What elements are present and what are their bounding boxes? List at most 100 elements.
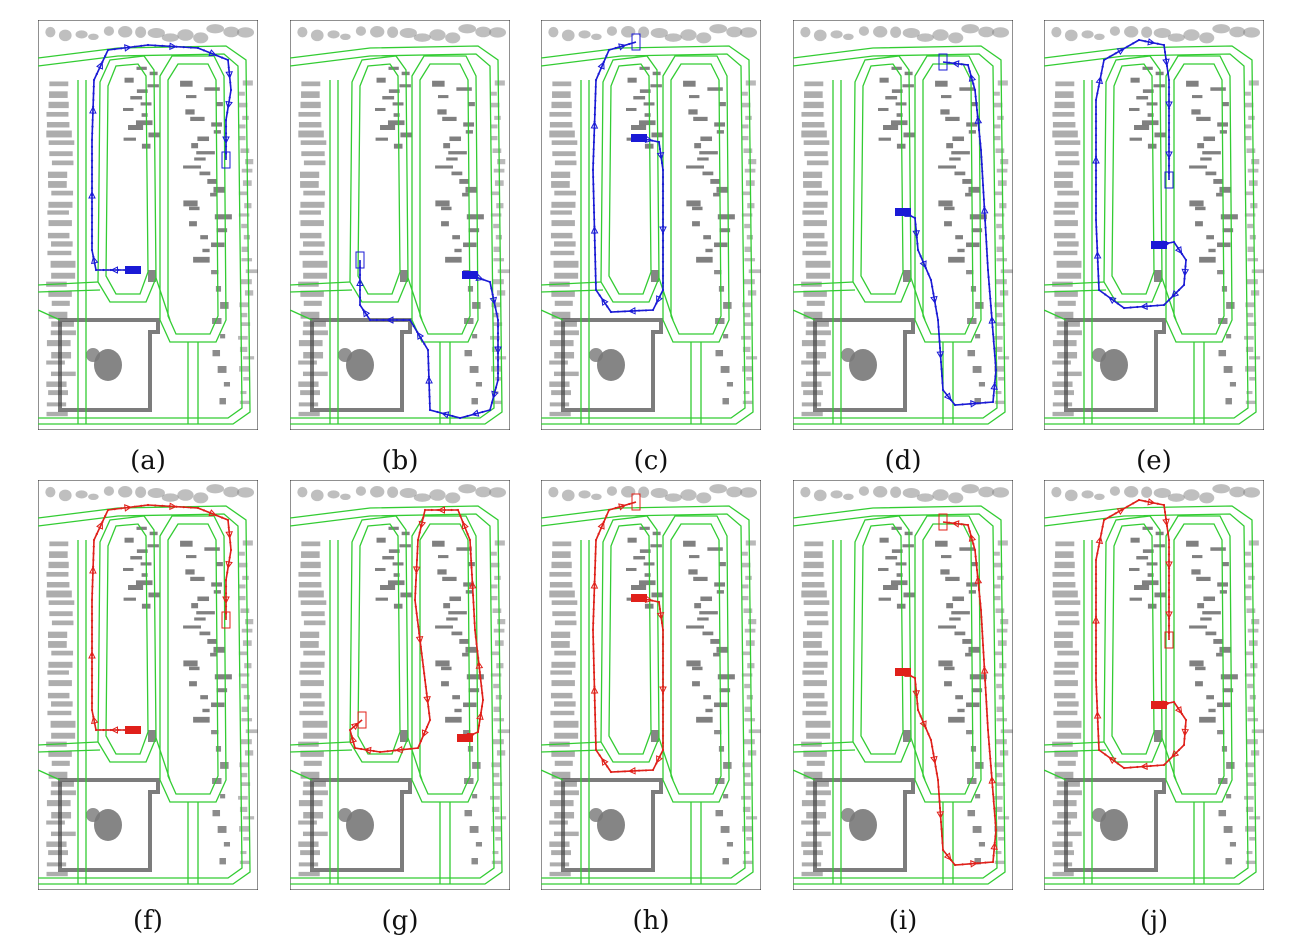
track-point [993, 814, 996, 817]
track-point [104, 514, 107, 518]
track-point [1094, 218, 1098, 222]
track-point [226, 58, 230, 62]
direction-arrow [618, 43, 627, 51]
map-buildings [800, 484, 1013, 877]
direction-arrow [1174, 245, 1183, 255]
track-point [598, 294, 601, 297]
track-point [227, 526, 230, 529]
track-point [979, 608, 983, 612]
track-point [989, 297, 992, 300]
direction-arrow [590, 580, 599, 589]
track-point [661, 628, 665, 632]
track-point [981, 170, 984, 173]
track-point [1167, 164, 1171, 167]
track-point [593, 566, 597, 569]
track-point [496, 318, 500, 322]
track-point [981, 637, 984, 640]
track-point [1184, 265, 1187, 268]
track-point [412, 324, 415, 328]
track-point [661, 699, 665, 702]
track-point [621, 44, 624, 48]
track-point [102, 728, 105, 732]
direction-arrow [627, 307, 636, 315]
direction-arrow [89, 565, 97, 574]
track-point [594, 552, 597, 555]
track-point [481, 410, 484, 414]
track-point [479, 677, 482, 681]
track-point [424, 685, 427, 688]
track-point [592, 175, 595, 179]
direction-arrow [970, 399, 979, 408]
track-point [994, 835, 997, 838]
track-point [984, 693, 988, 696]
track-point [986, 261, 989, 265]
track-point [991, 860, 995, 864]
panel-g [290, 480, 510, 890]
track-point [1162, 763, 1166, 767]
track-point [382, 318, 385, 322]
track-point [228, 73, 231, 77]
track-point [592, 190, 595, 193]
track-point [609, 310, 613, 314]
track-point [496, 332, 500, 335]
track-point [1122, 306, 1126, 310]
track-point [1094, 671, 1098, 675]
track-point [986, 728, 990, 732]
track-point [422, 516, 425, 519]
start-vehicle-marker [895, 668, 911, 676]
track-point [91, 585, 94, 588]
direction-arrow [601, 297, 609, 307]
track-point [436, 410, 439, 414]
track-point [1108, 55, 1111, 58]
track-point [189, 46, 192, 49]
track-point [982, 651, 985, 654]
track-point [372, 749, 375, 753]
track-point [92, 92, 95, 95]
direction-arrow [225, 71, 233, 80]
track-point [421, 658, 424, 662]
track-point [991, 786, 994, 789]
direction-arrow [980, 205, 989, 214]
track-point [120, 47, 123, 50]
track-point [450, 508, 453, 512]
track-point [426, 348, 430, 352]
track-point [1184, 725, 1187, 728]
track-point [989, 757, 992, 760]
track-point [936, 778, 940, 782]
track-point [637, 309, 641, 312]
track-point [644, 769, 648, 772]
track-point [980, 155, 983, 159]
track-point [594, 253, 597, 256]
track-point [593, 113, 596, 116]
track-point [661, 650, 665, 653]
road-network [541, 45, 754, 425]
track-point [593, 246, 597, 249]
track-point [1094, 169, 1098, 172]
track-point [986, 714, 989, 717]
start-vehicle-marker [631, 594, 647, 602]
track-point [979, 148, 983, 152]
track-point [420, 652, 423, 655]
direction-arrow [930, 295, 938, 305]
map-view [541, 480, 761, 890]
track-point [616, 310, 620, 313]
track-point [417, 625, 420, 628]
track-point [987, 276, 990, 279]
track-point [621, 504, 624, 508]
track-point [1167, 596, 1171, 599]
track-point [1097, 748, 1101, 752]
end-vehicle-marker [221, 611, 231, 629]
track-point [146, 43, 150, 47]
track-point [425, 692, 428, 695]
end-vehicle-marker [631, 33, 641, 51]
track-point [419, 739, 423, 743]
track-point [990, 778, 994, 782]
direction-arrow [970, 859, 979, 868]
track-point [90, 207, 94, 210]
track-point [90, 647, 94, 650]
track-point [933, 758, 936, 762]
panel-caption: (c) [633, 446, 669, 476]
track-point [985, 700, 988, 703]
track-point [1101, 65, 1104, 68]
track-point [1142, 765, 1146, 768]
